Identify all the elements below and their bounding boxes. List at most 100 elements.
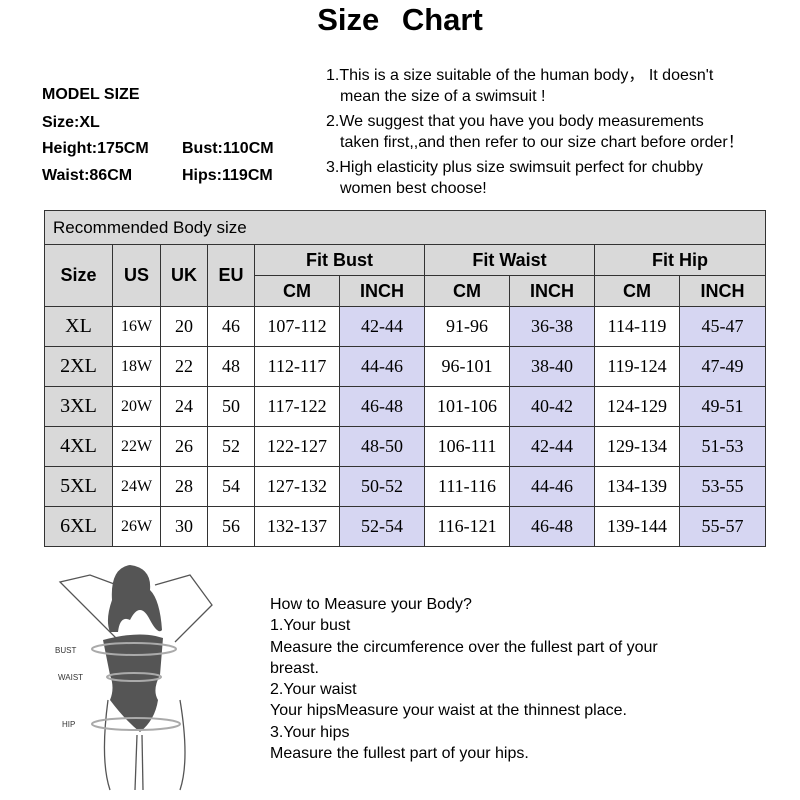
table-row: 5XL 24W 28 54 127-132 50-52 111-116 44-46 134-13… xyxy=(44,466,767,507)
cell-bust-cm: 117-122 xyxy=(254,386,340,427)
cell-bust-inch: 50-52 xyxy=(339,466,425,507)
cell-size: 3XL xyxy=(44,386,113,427)
cell-bust-cm: 107-112 xyxy=(254,306,340,347)
hip-label: HIP xyxy=(62,720,75,729)
cell-hip-inch: 51-53 xyxy=(678,426,767,467)
model-waist: Waist:86CM xyxy=(42,167,133,184)
cell-bust-inch: 48-50 xyxy=(339,426,425,467)
cell-hip-inch: 53-55 xyxy=(678,466,767,507)
how-to-measure: How to Measure your Body? 1.Your bust Me… xyxy=(270,594,658,764)
hair-shape xyxy=(107,565,162,632)
cell-bust-cm: 132-137 xyxy=(254,506,340,547)
note-1: 1.This is a size suitable of the human b… xyxy=(326,67,714,84)
cell-us: 26W xyxy=(112,506,161,547)
waist-label: WAIST xyxy=(58,673,83,682)
cell-eu: 46 xyxy=(207,306,255,347)
howto-line: Your hipsMeasure your waist at the thinn… xyxy=(270,702,627,720)
size-table: Recommended Body size Size US UK EU Fit … xyxy=(43,210,767,547)
howto-line: Measure the fullest part of your hips. xyxy=(270,745,529,763)
cell-waist-cm: 101-106 xyxy=(424,386,510,427)
header-cm: CM xyxy=(424,275,510,307)
cell-hip-cm: 124-129 xyxy=(594,386,680,427)
cell-uk: 26 xyxy=(160,426,208,467)
note-2-cont: taken first,,and then refer to our size … xyxy=(340,133,744,151)
table-caption: Recommended Body size xyxy=(43,210,767,245)
howto-line: 1.Your bust xyxy=(270,617,351,635)
header-uk: UK xyxy=(160,244,208,307)
cell-bust-cm: 112-117 xyxy=(254,346,340,387)
cell-waist-inch: 44-46 xyxy=(509,466,595,507)
waist-line xyxy=(106,672,162,682)
cell-waist-cm: 106-111 xyxy=(424,426,510,467)
model-bust: Bust:110CM xyxy=(182,140,274,157)
cell-eu: 56 xyxy=(207,506,255,547)
model-size: Size:XL xyxy=(42,114,100,131)
cell-us: 20W xyxy=(112,386,161,427)
howto-line: breast. xyxy=(270,659,319,677)
table-row: 3XL 20W 24 50 117-122 46-48 101-106 40-42 124-12… xyxy=(44,386,767,427)
cell-uk: 28 xyxy=(160,466,208,507)
cell-eu: 48 xyxy=(207,346,255,387)
cell-hip-inch: 47-49 xyxy=(678,346,767,387)
cell-hip-cm: 134-139 xyxy=(594,466,680,507)
howto-title: How to Measure your Body? xyxy=(270,596,472,613)
cell-eu: 52 xyxy=(207,426,255,467)
model-hips: Hips:119CM xyxy=(182,167,273,184)
cell-bust-inch: 42-44 xyxy=(339,306,425,347)
header-inch: INCH xyxy=(509,275,595,307)
cell-bust-inch: 44-46 xyxy=(339,346,425,387)
page-title: Size Chart xyxy=(317,2,483,37)
cell-us: 16W xyxy=(112,306,161,347)
cell-waist-inch: 38-40 xyxy=(509,346,595,387)
cell-uk: 24 xyxy=(160,386,208,427)
header-us: US xyxy=(112,244,161,307)
cell-waist-cm: 116-121 xyxy=(424,506,510,547)
cell-size: XL xyxy=(44,306,113,347)
cell-us: 22W xyxy=(112,426,161,467)
header-cm: CM xyxy=(594,275,680,307)
cell-uk: 22 xyxy=(160,346,208,387)
cell-hip-cm: 129-134 xyxy=(594,426,680,467)
table-row: 6XL 26W 30 56 132-137 52-54 116-121 46-48 139-14… xyxy=(44,506,767,547)
cell-hip-inch: 45-47 xyxy=(678,306,767,347)
note-1-cont: mean the size of a swimsuit ! xyxy=(340,87,546,105)
cell-waist-inch: 36-38 xyxy=(509,306,595,347)
header-eu: EU xyxy=(207,244,255,307)
cell-hip-cm: 114-119 xyxy=(594,306,680,347)
hip-line xyxy=(91,717,181,731)
note-2: 2.We suggest that you have you body meas… xyxy=(326,113,704,130)
cell-waist-cm: 111-116 xyxy=(424,466,510,507)
table-row: 4XL 22W 26 52 122-127 48-50 106-111 42-44 129-13… xyxy=(44,426,767,467)
cell-uk: 20 xyxy=(160,306,208,347)
swimsuit-shape xyxy=(103,634,163,732)
cell-hip-inch: 49-51 xyxy=(678,386,767,427)
note-3-cont: women best choose! xyxy=(340,179,487,197)
cell-waist-inch: 40-42 xyxy=(509,386,595,427)
cell-eu: 54 xyxy=(207,466,255,507)
bust-line xyxy=(91,642,177,656)
cell-hip-cm: 119-124 xyxy=(594,346,680,387)
cell-size: 6XL xyxy=(44,506,113,547)
cell-waist-cm: 96-101 xyxy=(424,346,510,387)
table-row: XL 16W 20 46 107-112 42-44 91-96 36-38 114-119 45… xyxy=(44,306,767,347)
cell-us: 24W xyxy=(112,466,161,507)
cell-size: 5XL xyxy=(44,466,113,507)
cell-eu: 50 xyxy=(207,386,255,427)
howto-line: 2.Your waist xyxy=(270,681,357,699)
cell-uk: 30 xyxy=(160,506,208,547)
header-fit-bust: Fit Bust xyxy=(254,244,425,276)
cell-size: 4XL xyxy=(44,426,113,467)
header-inch: INCH xyxy=(339,275,425,307)
cell-hip-inch: 55-57 xyxy=(678,506,767,547)
cell-hip-cm: 139-144 xyxy=(594,506,680,547)
howto-line: Measure the circumference over the fulle… xyxy=(270,638,658,656)
howto-line: 3.Your hips xyxy=(270,723,350,741)
cell-us: 18W xyxy=(112,346,161,387)
note-3: 3.High elasticity plus size swimsuit per… xyxy=(326,159,704,176)
cell-bust-inch: 46-48 xyxy=(339,386,425,427)
header-inch: INCH xyxy=(678,275,767,307)
model-height: Height:175CM xyxy=(42,140,149,157)
cell-waist-inch: 42-44 xyxy=(509,426,595,467)
cell-waist-inch: 46-48 xyxy=(509,506,595,547)
